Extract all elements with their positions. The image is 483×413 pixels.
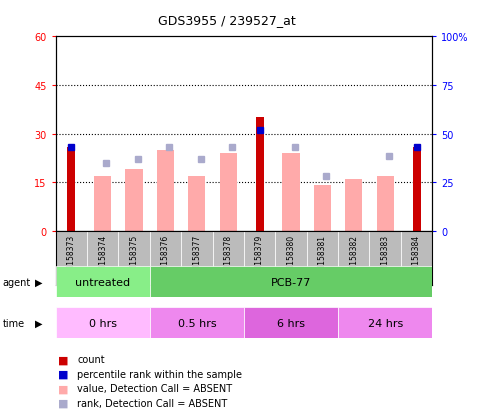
Text: GSM158384: GSM158384 (412, 234, 421, 280)
Text: agent: agent (2, 277, 30, 287)
Text: 6 hrs: 6 hrs (277, 318, 305, 328)
Bar (56, 231, 87, 285)
Bar (150, 231, 181, 285)
Text: GSM158379: GSM158379 (255, 234, 264, 280)
Text: PCB-77: PCB-77 (271, 277, 311, 287)
Text: time: time (2, 318, 25, 328)
Bar (244, 308, 338, 339)
Bar (118, 231, 150, 285)
Text: untreated: untreated (75, 277, 130, 287)
Text: GSM158373: GSM158373 (67, 234, 76, 280)
Text: rank, Detection Call = ABSENT: rank, Detection Call = ABSENT (77, 398, 227, 408)
Bar (314, 186, 331, 231)
Text: 0 hrs: 0 hrs (89, 318, 116, 328)
Text: GSM158378: GSM158378 (224, 234, 233, 280)
Text: GSM158382: GSM158382 (349, 234, 358, 280)
Bar (67, 147, 75, 231)
Bar (220, 154, 237, 231)
Bar (126, 170, 142, 231)
Bar (56, 308, 150, 339)
Bar (56, 266, 150, 297)
Text: GSM158381: GSM158381 (318, 234, 327, 280)
Text: GSM158380: GSM158380 (286, 234, 296, 280)
Bar (338, 231, 369, 285)
Text: ■: ■ (58, 354, 69, 364)
Text: 24 hrs: 24 hrs (368, 318, 403, 328)
Text: ■: ■ (58, 369, 69, 379)
Bar (150, 308, 244, 339)
Bar (401, 231, 432, 285)
Bar (338, 308, 432, 339)
Text: ■: ■ (58, 398, 69, 408)
Bar (188, 176, 205, 231)
Text: value, Detection Call = ABSENT: value, Detection Call = ABSENT (77, 383, 232, 393)
Text: GSM158383: GSM158383 (381, 234, 390, 280)
Bar (377, 176, 394, 231)
Bar (150, 266, 432, 297)
Text: ▶: ▶ (35, 318, 43, 328)
Bar (213, 231, 244, 285)
Bar (307, 231, 338, 285)
Bar (181, 231, 213, 285)
Bar (345, 180, 362, 231)
Text: GDS3955 / 239527_at: GDS3955 / 239527_at (158, 14, 296, 27)
Bar (369, 231, 401, 285)
Text: GSM158374: GSM158374 (98, 234, 107, 280)
Bar (412, 147, 421, 231)
Bar (283, 154, 299, 231)
Text: percentile rank within the sample: percentile rank within the sample (77, 369, 242, 379)
Text: ■: ■ (58, 383, 69, 393)
Text: ▶: ▶ (35, 277, 43, 287)
Bar (275, 231, 307, 285)
Text: GSM158376: GSM158376 (161, 234, 170, 280)
Text: GSM158375: GSM158375 (129, 234, 139, 280)
Bar (87, 231, 118, 285)
Text: count: count (77, 354, 105, 364)
Bar (256, 118, 264, 231)
Text: GSM158377: GSM158377 (192, 234, 201, 280)
Bar (94, 176, 111, 231)
Text: 0.5 hrs: 0.5 hrs (178, 318, 216, 328)
Bar (244, 231, 275, 285)
Bar (157, 150, 174, 231)
